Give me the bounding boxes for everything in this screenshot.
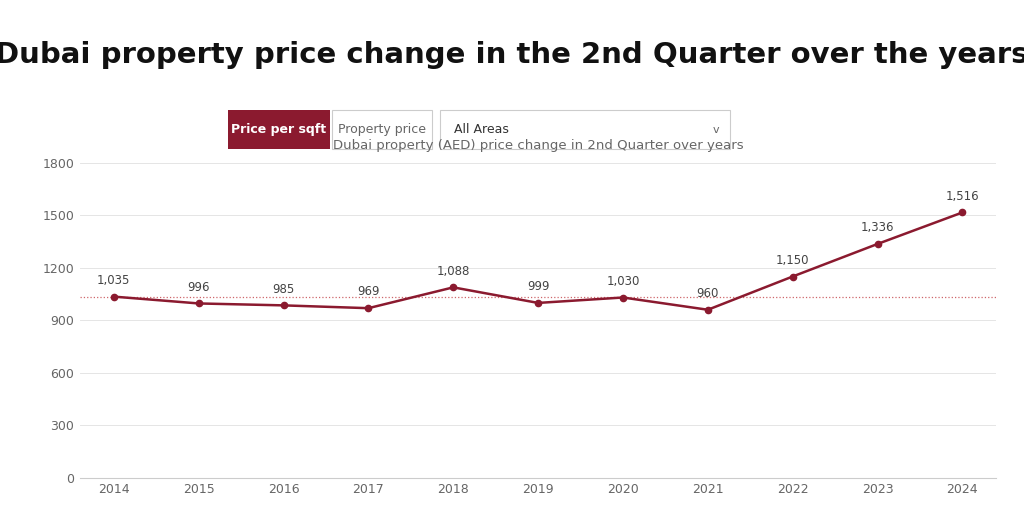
Text: 1,516: 1,516 — [945, 190, 979, 203]
Bar — [440, 110, 730, 149]
Text: Property price: Property price — [338, 123, 426, 136]
Bar — [332, 110, 432, 149]
Text: 1,150: 1,150 — [776, 254, 809, 267]
Text: 1,035: 1,035 — [97, 274, 130, 287]
Text: 969: 969 — [357, 286, 380, 298]
Text: 996: 996 — [187, 281, 210, 293]
Text: 1,336: 1,336 — [861, 221, 894, 234]
Text: 999: 999 — [527, 280, 549, 293]
Text: Price per sqft: Price per sqft — [231, 123, 327, 136]
Text: v: v — [713, 124, 719, 134]
Title: Dubai property (AED) price change in 2nd Quarter over years: Dubai property (AED) price change in 2nd… — [333, 139, 743, 152]
Text: 1,030: 1,030 — [606, 275, 640, 288]
Text: Dubai property price change in the 2nd Quarter over the years: Dubai property price change in the 2nd Q… — [0, 41, 1024, 69]
Text: 985: 985 — [272, 282, 295, 296]
Text: 1,088: 1,088 — [436, 265, 470, 278]
Text: All Areas: All Areas — [454, 123, 509, 136]
Text: 960: 960 — [696, 287, 719, 300]
Bar — [228, 110, 330, 149]
